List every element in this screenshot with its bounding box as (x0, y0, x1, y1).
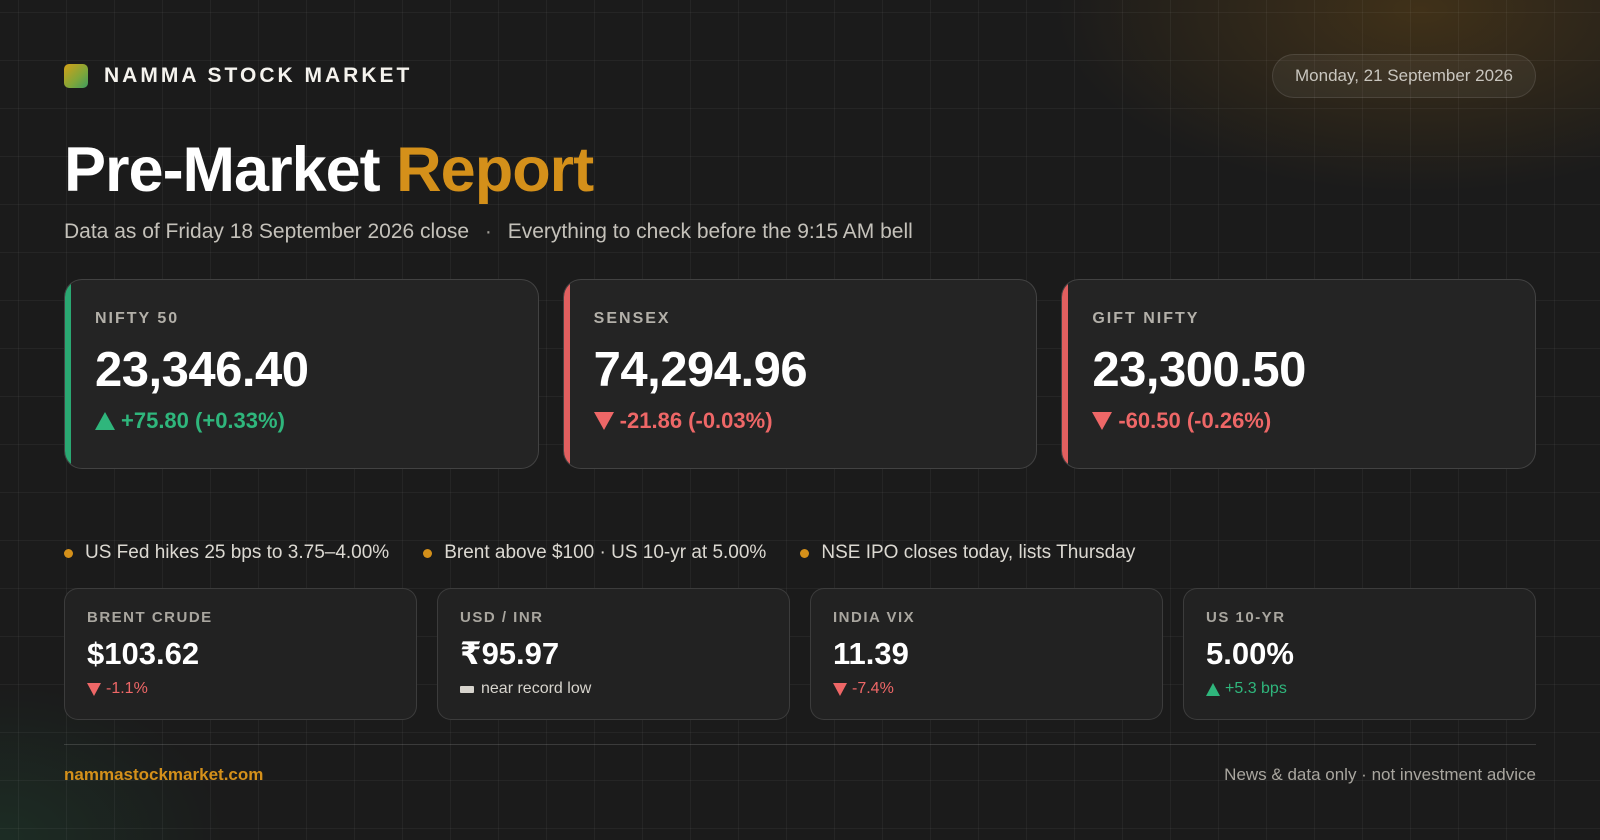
index-change: +75.80 (+0.33%) (95, 408, 538, 434)
index-change: -21.86 (-0.03%) (593, 408, 1037, 434)
bullet-dot-icon (800, 548, 810, 558)
metric-change: +5.3 bps (1206, 680, 1535, 698)
metric-value: ₹95.97 (460, 636, 560, 671)
metric-value: 11.39 (833, 636, 909, 671)
metric-change: -7.4% (833, 680, 1162, 698)
footer-website-link[interactable]: nammastockmarket.com (64, 765, 264, 784)
news-item: NSE IPO closes today, lists Thursday (800, 542, 1135, 564)
index-value: 23,300.50 (1092, 343, 1306, 397)
footer-divider (64, 744, 1536, 745)
brand: NAMMA STOCK MARKET (64, 64, 412, 88)
news-item: Brent above $100 · US 10-yr at 5.00% (423, 542, 766, 564)
footer-disclaimer: News & data only · not investment advice (1224, 765, 1536, 784)
page-title: Pre-Market Report (64, 134, 594, 206)
metric-change-text: +5.3 bps (1225, 680, 1287, 697)
index-value: 23,346.40 (95, 343, 309, 397)
title-part-1: Pre-Market (64, 135, 381, 205)
date-text: Monday, 21 September 2026 (1295, 66, 1513, 85)
metric-change-text: -7.4% (852, 680, 894, 697)
index-card-accent-bar (1062, 280, 1069, 468)
brand-logo-icon (64, 64, 88, 88)
metric-card-us-10-yr: US 10-YR 5.00% +5.3 bps (1183, 588, 1536, 720)
subtitle-data-date: Data as of Friday 18 September 2026 clos… (64, 220, 470, 243)
news-strip: US Fed hikes 25 bps to 3.75–4.00% Brent … (64, 542, 1135, 564)
bullet-dot-icon (64, 548, 73, 558)
index-card-accent-bar (65, 280, 71, 468)
report-container: NAMMA STOCK MARKET Monday, 21 September … (64, 0, 1537, 840)
metric-change-text: near record low (481, 680, 592, 697)
index-change-text: -21.86 (-0.03%) (619, 408, 773, 433)
news-text: NSE IPO closes today, lists Thursday (821, 542, 1136, 563)
news-text: US Fed hikes 25 bps to 3.75–4.00% (85, 542, 390, 563)
page-subtitle: Data as of Friday 18 September 2026 clos… (64, 220, 913, 244)
brand-name: NAMMA STOCK MARKET (104, 64, 413, 87)
bullet-dot-icon (423, 548, 433, 558)
news-text: Brent above $100 · US 10-yr at 5.00% (444, 542, 767, 563)
index-change: -60.50 (-0.26%) (1092, 408, 1535, 434)
metric-card-brent-crude: BRENT CRUDE $103.62 -1.1% (64, 588, 417, 720)
news-item: US Fed hikes 25 bps to 3.75–4.00% (64, 542, 389, 564)
metric-label: BRENT CRUDE (87, 609, 213, 626)
metric-value: 5.00% (1206, 636, 1294, 671)
subtitle-tagline: Everything to check before the 9:15 AM b… (507, 220, 913, 243)
metric-label: US 10-YR (1206, 609, 1286, 626)
metric-label: USD / INR (460, 609, 544, 626)
arrow-up-icon (1206, 682, 1220, 696)
metric-change-text: -1.1% (106, 680, 148, 697)
index-value: 74,294.96 (593, 343, 808, 397)
index-change-text: -60.50 (-0.26%) (1118, 408, 1272, 433)
title-part-2: Report (396, 135, 594, 205)
metric-change: -1.1% (87, 680, 416, 698)
subtitle-separator: · (484, 220, 492, 243)
index-card-sensex: SENSEX 74,294.96 -21.86 (-0.03%) (562, 279, 1038, 469)
arrow-down-icon (1092, 412, 1113, 430)
metric-card-india-vix: INDIA VIX 11.39 -7.4% (810, 588, 1163, 720)
date-badge: Monday, 21 September 2026 (1272, 54, 1536, 98)
metric-card-usd-inr: USD / INR ₹95.97 near record low (437, 588, 790, 720)
index-card-accent-bar (563, 280, 570, 468)
arrow-down-icon (87, 682, 101, 696)
index-card-nifty-50: NIFTY 50 23,346.40 +75.80 (+0.33%) (64, 279, 539, 469)
metric-value: $103.62 (87, 636, 200, 671)
index-change-text: +75.80 (+0.33%) (121, 408, 285, 433)
index-label: SENSEX (593, 310, 671, 327)
index-label: GIFT NIFTY (1092, 310, 1200, 327)
arrow-down-icon (593, 412, 614, 430)
metric-cards: BRENT CRUDE $103.62 -1.1% USD / INR ₹95.… (64, 588, 1536, 720)
flat-dash-icon (460, 685, 474, 693)
arrow-up-icon (95, 412, 115, 430)
metric-change: near record low (460, 680, 789, 698)
index-cards: NIFTY 50 23,346.40 +75.80 (+0.33%) SENSE… (64, 279, 1537, 469)
index-label: NIFTY 50 (95, 310, 180, 327)
metric-label: INDIA VIX (833, 609, 916, 626)
index-card-gift-nifty: GIFT NIFTY 23,300.50 -60.50 (-0.26%) (1061, 279, 1537, 469)
arrow-down-icon (833, 682, 847, 696)
